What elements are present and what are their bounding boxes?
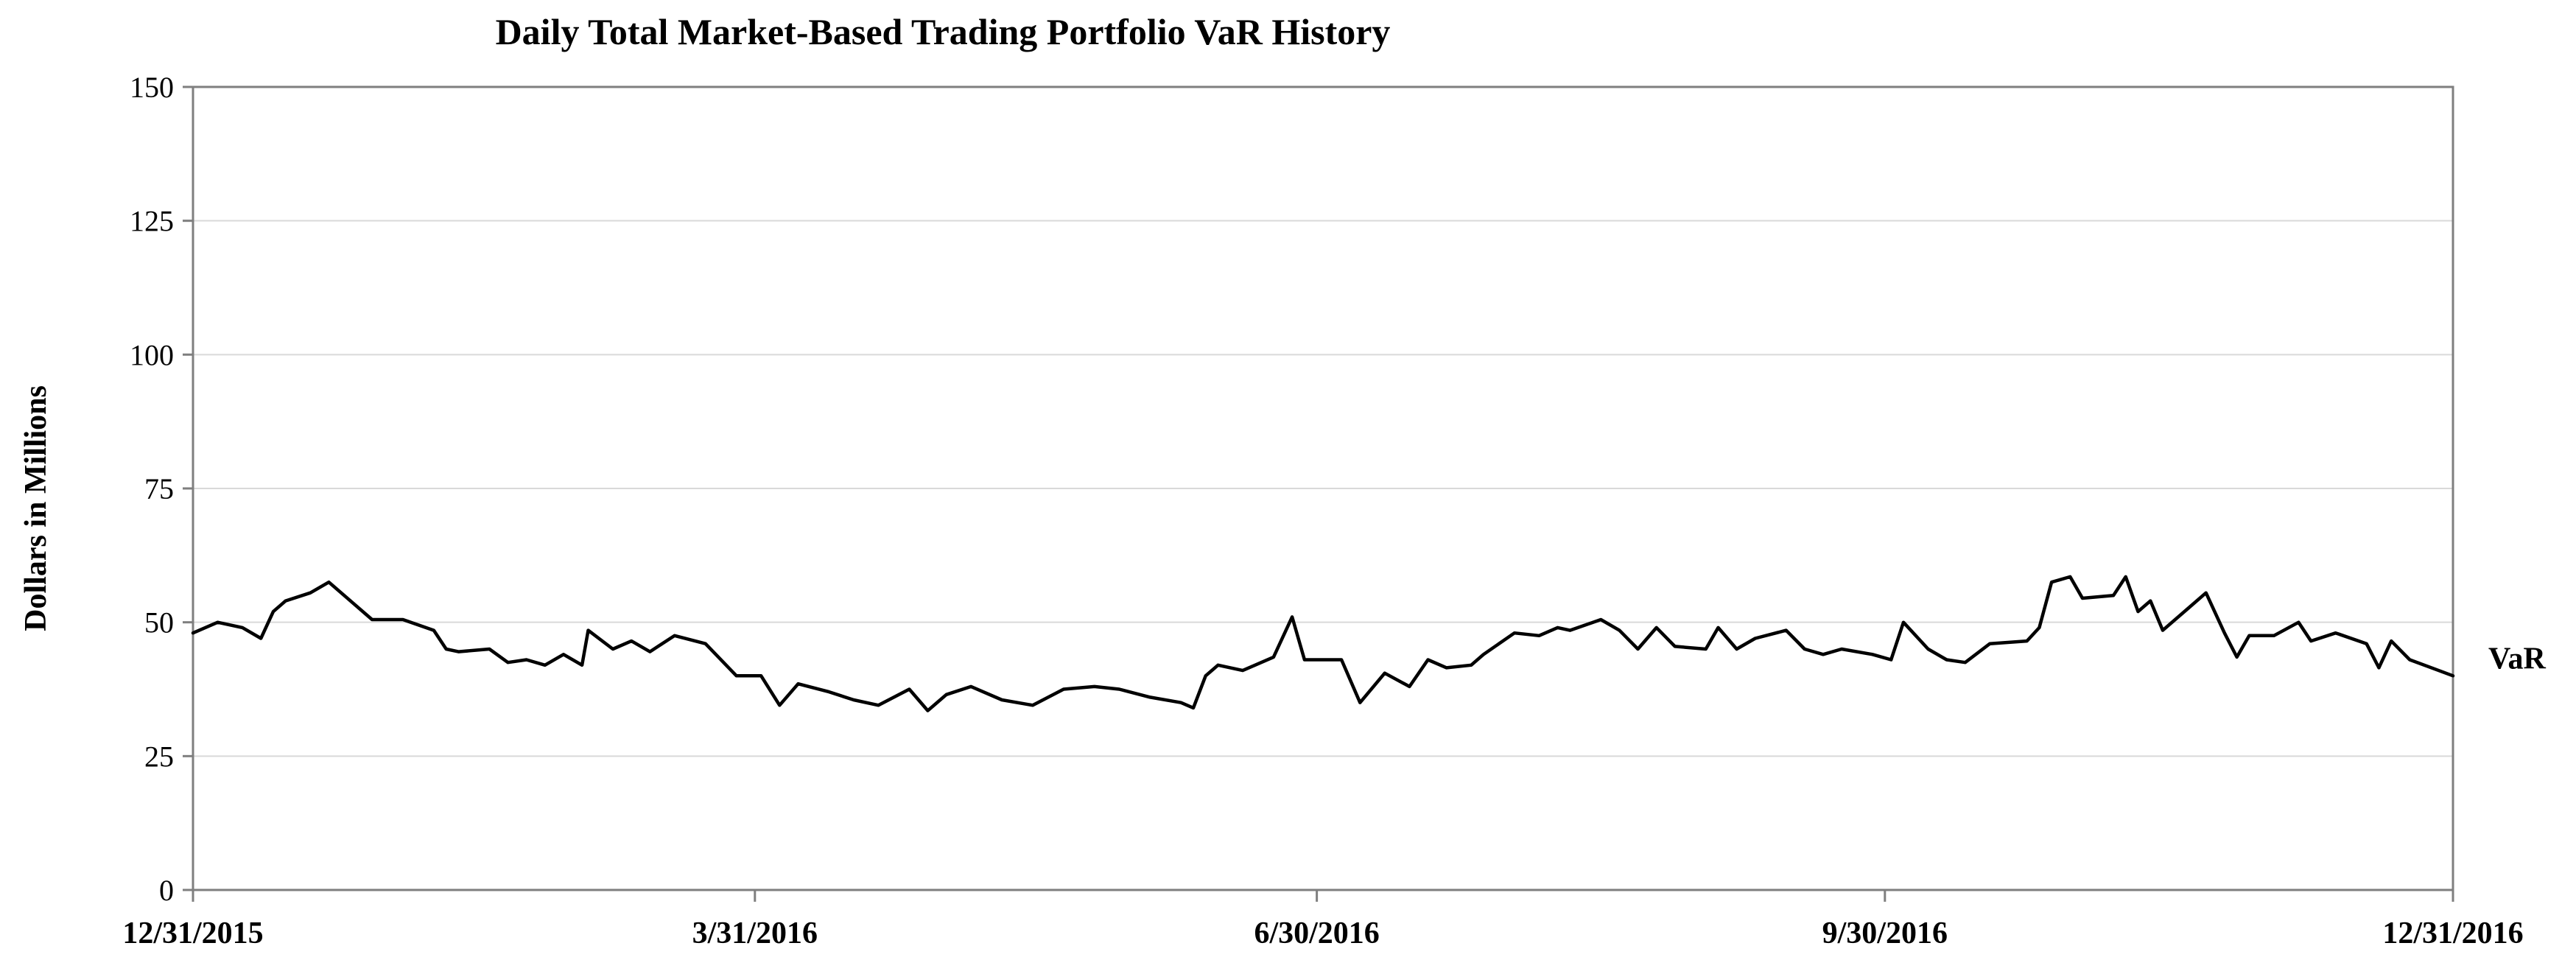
y-tick-label: 150 [130,71,174,104]
y-tick-label: 100 [130,338,174,371]
y-axis-label: Dollars in Millions [19,385,53,631]
y-tick-label: 50 [144,606,174,639]
series-layer [191,575,2455,712]
y-tick-label: 125 [130,205,174,238]
x-tick-label: 9/30/2016 [1822,916,1948,950]
x-tick-labels: 12/31/2015 3/31/2016 6/30/2016 9/30/2016 12/… [122,916,2523,950]
gridlines [193,220,2453,757]
y-tick-labels: 0 25 50 75 100 125 150 [130,71,174,907]
series-label-var: VaR [2488,642,2546,676]
x-tick-label: 3/31/2016 [692,916,818,950]
y-tick-label: 25 [144,740,174,773]
x-tick-label: 6/30/2016 [1254,916,1379,950]
y-tick-label: 0 [159,874,174,907]
y-tick-label: 75 [144,472,174,505]
x-tick-label: 12/31/2016 [2382,916,2523,950]
chart-title: Daily Total Market-Based Trading Portfol… [496,11,1391,52]
series-line-var [191,575,2455,712]
axes [183,85,2454,902]
x-tick-label: 12/31/2015 [122,916,263,950]
